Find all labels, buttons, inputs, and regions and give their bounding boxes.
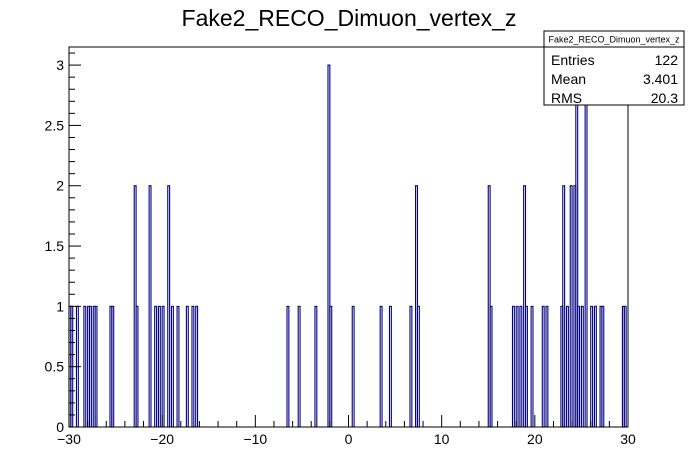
histogram-bin-9	[111, 305, 115, 428]
stats-title: Fake2_RECO_Dimuon_vertex_z	[548, 35, 680, 45]
histogram-bin-41	[541, 305, 545, 428]
y-axis: 0 0.5 1 1.5 2 2.5 3	[45, 52, 81, 435]
histogram-bin-50	[580, 305, 584, 428]
x-tick-label: 30	[620, 431, 636, 447]
histogram-bin-37	[519, 305, 523, 428]
histogram-bin-21	[195, 305, 199, 428]
histogram-bin-16	[167, 185, 171, 428]
y-tick-label: 1	[56, 298, 64, 314]
stats-value-entries: 122	[655, 52, 679, 68]
histogram-bin-24	[314, 305, 318, 428]
histogram-bin-23	[297, 305, 301, 428]
histogram-bin-42	[545, 305, 549, 428]
histogram-bin-51	[584, 64, 588, 428]
histogram-bin-14	[157, 305, 161, 428]
histogram-bin-28	[379, 305, 383, 428]
stats-label-rms: RMS	[551, 90, 582, 106]
histogram-bin-20	[191, 305, 195, 428]
stats-label-entries: Entries	[551, 52, 595, 68]
x-tick-label: −20	[150, 431, 174, 447]
histogram-bin-32	[416, 305, 420, 428]
histogram-bin-53	[593, 305, 597, 428]
histogram-bin-39	[524, 305, 528, 428]
histogram-bin-19	[185, 305, 189, 428]
x-axis: −30 −20 −10 0 10 20 30	[57, 415, 636, 447]
histogram-bin-49	[577, 305, 581, 428]
histogram-bin-17	[170, 305, 174, 428]
histogram-bin-46	[569, 185, 573, 428]
histogram-bin-30	[409, 305, 413, 428]
histogram-bin-26	[329, 305, 333, 428]
y-tick-label: 1.5	[45, 238, 65, 254]
stats-value-rms: 20.3	[651, 90, 678, 106]
histogram-bin-40	[530, 305, 534, 428]
x-tick-label: −30	[57, 431, 81, 447]
y-tick-label: 2.5	[45, 117, 65, 133]
stats-box: Fake2_RECO_Dimuon_vertex_z Entries 122 Mean…	[543, 30, 685, 106]
histogram-bin-22	[286, 305, 290, 428]
histogram-bin-11	[135, 305, 139, 428]
y-tick-label: 2	[56, 178, 64, 194]
x-tick-label: 10	[434, 431, 450, 447]
histogram-bin-34	[489, 305, 493, 428]
stats-label-mean: Mean	[551, 71, 586, 87]
x-tick-label: −10	[243, 431, 267, 447]
histogram-bin-13	[154, 305, 158, 428]
histogram-bin-36	[515, 305, 519, 428]
histogram-bin-27	[351, 305, 355, 428]
x-tick-label: 20	[527, 431, 543, 447]
histogram-bin-57	[623, 305, 627, 428]
histogram-bars	[68, 64, 627, 428]
stats-box-border	[543, 30, 685, 106]
y-tick-label: 0	[56, 419, 64, 435]
histogram-bin-29	[388, 305, 392, 428]
x-tick-label: 0	[345, 431, 353, 447]
histogram-bin-7	[94, 305, 98, 428]
histogram-bin-44	[562, 185, 566, 428]
y-tick-label: 3	[56, 57, 64, 73]
histogram-bin-3	[83, 305, 87, 428]
y-tick-label: 0.5	[45, 359, 65, 375]
histogram-bin-18	[176, 305, 180, 428]
histogram-bin-15	[161, 305, 165, 428]
histogram-bin-35	[511, 305, 515, 428]
stats-value-mean: 3.401	[643, 71, 678, 87]
histogram-bin-52	[590, 305, 594, 428]
chart-title: Fake2_RECO_Dimuon_vertex_z	[182, 5, 517, 31]
histogram-bin-12	[148, 185, 152, 428]
histogram-bin-55	[601, 305, 605, 428]
histogram-bin-45	[565, 305, 569, 428]
histogram-bin-5	[88, 305, 92, 428]
